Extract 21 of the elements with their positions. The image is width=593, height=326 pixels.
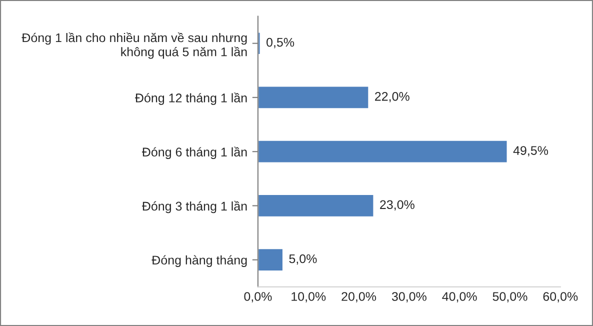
data-label: 23,0% bbox=[380, 200, 414, 211]
data-label: 22,0% bbox=[375, 92, 410, 102]
bar bbox=[258, 248, 284, 272]
y-tick-label: Đóng 12 tháng 1 lần bbox=[135, 92, 247, 105]
x-tick-label: 40,0% bbox=[442, 292, 477, 302]
x-tick-label: 30,0% bbox=[392, 292, 426, 302]
data-label: 49,5% bbox=[513, 146, 548, 156]
bar bbox=[258, 85, 370, 110]
data-label: 0,5% bbox=[266, 38, 294, 48]
y-tick-label: Đóng 3 tháng 1 lần bbox=[142, 200, 247, 214]
bar bbox=[258, 194, 375, 218]
y-tick-label: Đóng 1 lần cho nhiều năm về sau nhưng không quá 5 năm 1 lần bbox=[22, 32, 247, 59]
x-tick-label: 0,0% bbox=[244, 292, 272, 302]
x-tick-label: 50,0% bbox=[492, 292, 528, 302]
x-tick-label: 60,0% bbox=[543, 292, 578, 302]
data-label: 5,0% bbox=[289, 254, 317, 265]
x-tick-label: 20,0% bbox=[342, 292, 376, 302]
y-tick-label: Đóng 6 tháng 1 lần bbox=[142, 146, 247, 159]
y-tick-label: Đóng hàng tháng bbox=[152, 255, 247, 268]
bar bbox=[258, 140, 508, 164]
x-tick-label: 10,0% bbox=[292, 292, 326, 302]
